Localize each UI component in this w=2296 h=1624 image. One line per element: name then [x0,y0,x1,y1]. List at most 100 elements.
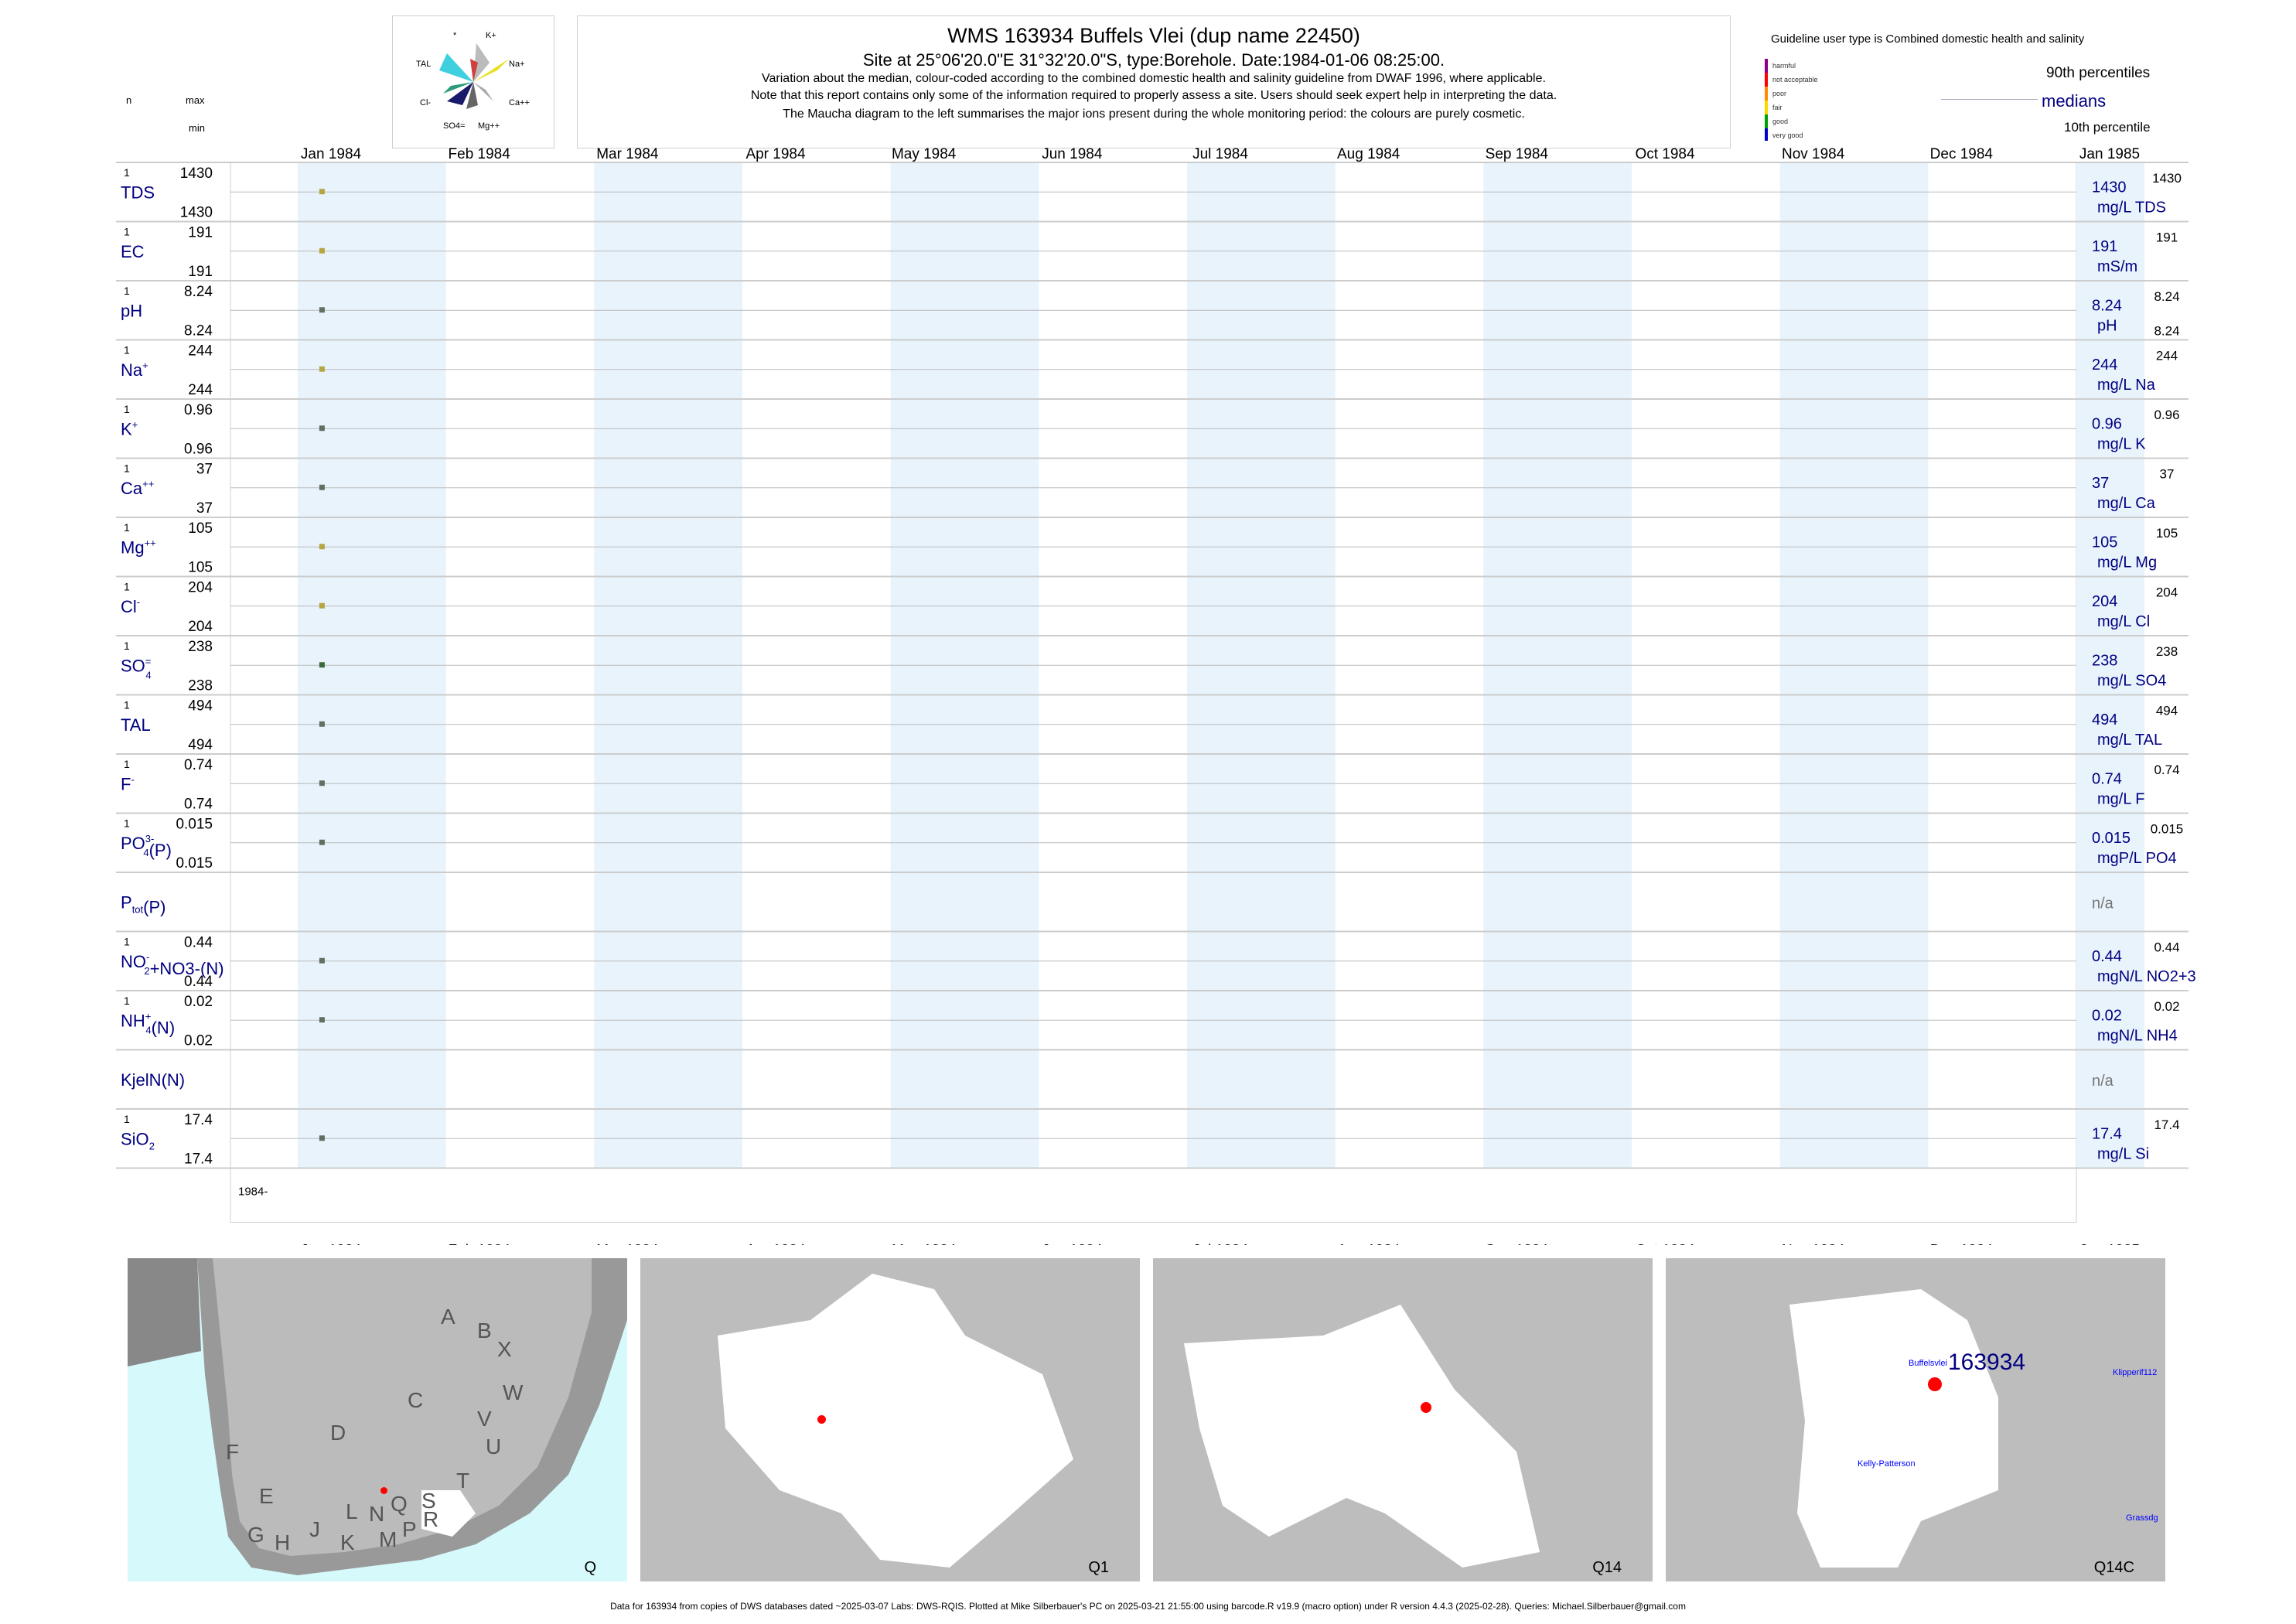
median-value: 37 [2092,475,2109,492]
parameter-label: TAL [121,715,151,735]
parameter-label: NO-2+NO3-(N) [121,951,224,978]
n-value: 1 [124,699,130,711]
n-value: 1 [124,521,130,534]
place-kelly-patterson: Kelly-Patterson [1858,1459,1916,1469]
x-tick-label-bottom: May 1984 [892,1243,957,1246]
legend-p90: 90th percentiles [2046,65,2151,81]
unit-label: mg/L Mg [2097,554,2157,571]
n-value: 1 [124,936,130,948]
n-value: 1 [124,1113,130,1125]
maucha-label-mg: Mg++ [478,121,500,131]
unit-label: mg/L Na [2097,377,2156,394]
x-tick-label-top: Aug 1984 [1337,146,1400,162]
maucha-svg: * K+ TAL Na+ Cl- Ca++ SO4= Mg++ [416,31,530,131]
map-q1-svg [640,1258,1140,1581]
max-value: 0.015 [176,817,213,833]
unit-label: mgP/L PO4 [2097,850,2177,867]
p10-value: 8.24 [2154,324,2179,339]
place-grassdg: Grassdg [2126,1513,2158,1523]
n-value: 1 [124,226,130,238]
legend-p10: 10th percentile [2064,120,2151,135]
legend-medians-line [1941,99,2038,100]
median-value: 0.015 [2092,830,2131,847]
x-tick-label-bottom: Jan 1985 [2079,1243,2140,1246]
map-label-q14c: Q14C [2093,1559,2134,1576]
map-q-svg [128,1258,627,1581]
parameter-label: PO3-4(P) [121,833,172,860]
p90-value: 0.015 [2151,822,2184,837]
data-point [319,957,325,964]
region-e: E [259,1484,274,1508]
region-p: P [402,1517,417,1541]
maucha-label-tal: TAL [416,60,431,69]
map-q-letters: A B X W C V D U F T E Q S L N R G H J K … [128,1258,627,1581]
p90-value: 244 [2156,349,2178,363]
site-marker [380,1487,387,1494]
map-label-q1: Q1 [1088,1559,1109,1576]
max-value: 17.4 [184,1112,213,1128]
max-value: 0.74 [184,757,213,773]
region-f: F [226,1440,240,1464]
data-point [319,189,325,195]
min-value: 0.96 [184,442,213,458]
unit-label: mg/L K [2097,435,2146,452]
median-value: 8.24 [2092,297,2122,314]
parameter-label: F- [121,773,135,793]
p90-value: 494 [2156,704,2178,718]
n-value: 1 [124,166,130,179]
region-q: Q [391,1492,408,1516]
median-value: 191 [2092,238,2117,255]
region-h: H [275,1530,291,1554]
min-value: 204 [188,619,213,635]
parameter-label: Cl- [121,596,140,616]
x-tick-label-bottom: Jul 1984 [1192,1243,1248,1246]
map-label-q14: Q14 [1592,1559,1622,1576]
median-value: 204 [2092,593,2117,610]
site-marker [817,1415,826,1424]
p90-value: 204 [2156,585,2178,600]
median-value: 0.74 [2092,770,2122,787]
maucha-label-cl: Cl- [420,98,431,107]
site-marker [1928,1377,1942,1391]
map-label-q: Q [584,1559,596,1576]
footer-note: Data for 163934 from copies of DWS datab… [610,1601,1686,1612]
x-tick-label-bottom: Jun 1984 [1042,1243,1103,1246]
p90-value: 105 [2156,526,2178,541]
legend-medians: medians [2042,91,2107,111]
min-header: min [189,122,205,134]
max-value: 238 [188,639,213,655]
data-point [319,425,325,432]
p90-value: 238 [2156,644,2178,659]
region-d: D [330,1421,346,1445]
x-tick-label-bottom: Sep 1984 [1486,1243,1549,1246]
p90-value: 0.74 [2154,763,2179,777]
x-tick-label-top: Apr 1984 [745,146,806,162]
min-value: 8.24 [184,323,213,339]
x-tick-label-top: Mar 1984 [596,146,659,162]
region-t: T [456,1469,470,1493]
median-value: 0.96 [2092,415,2122,432]
x-tick-label-bottom: Jan 1984 [301,1243,362,1246]
parameter-label: NH+ 4(N) [121,1010,175,1037]
x-tick-label-bottom: Apr 1984 [745,1243,806,1246]
unit-label: mgN/L NO2+3 [2097,968,2196,985]
p90-value: 191 [2156,230,2178,245]
median-value: 244 [2092,357,2117,374]
map-q14c-svg [1666,1258,2165,1581]
map-panel-q: A B X W C V D U F T E Q S L N R G H J K … [128,1258,627,1581]
parameter-label: Ca++ [121,478,154,498]
x-tick-label-top: Jun 1984 [1042,146,1103,162]
unit-label: mg/L TAL [2097,732,2162,749]
median-value: 17.4 [2092,1125,2122,1142]
data-point [319,1017,325,1023]
min-value: 238 [188,678,213,694]
map-panel-q14c: 163934 Buffelsvlei Klipperif112 Kelly-Pa… [1666,1258,2165,1581]
region-n: N [369,1502,385,1526]
month-band [2076,162,2144,1169]
unit-label: mg/L Ca [2097,495,2156,512]
x-tick-label-bottom: Dec 1984 [1930,1243,1994,1246]
parameter-label: Na+ [121,360,148,380]
x-tick-label-top: Jan 1985 [2079,146,2140,162]
max-value: 204 [188,580,213,596]
header-note-1: Variation about the median, colour-coded… [762,72,1546,85]
